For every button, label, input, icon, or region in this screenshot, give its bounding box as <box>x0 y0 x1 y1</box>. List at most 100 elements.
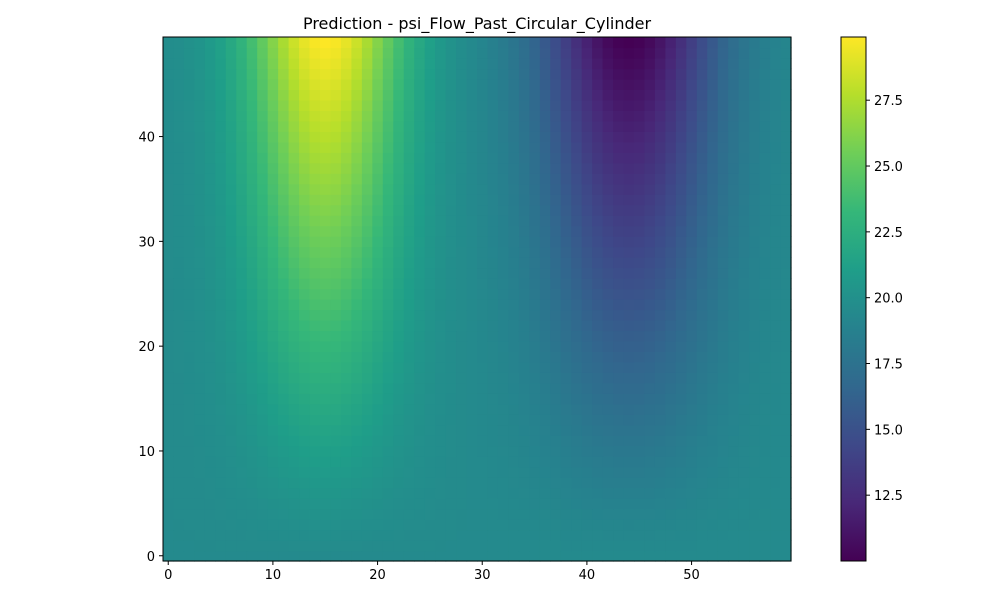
heatmap-cell <box>382 162 394 174</box>
heatmap-cell <box>393 236 405 248</box>
heatmap-cell <box>267 267 279 279</box>
heatmap-cell <box>770 477 782 489</box>
heatmap-cell <box>634 183 646 195</box>
heatmap-cell <box>581 466 593 478</box>
heatmap-cell <box>497 319 509 332</box>
heatmap-cell <box>644 57 656 70</box>
heatmap-cell <box>435 487 447 499</box>
heatmap-cell <box>539 351 551 363</box>
heatmap-cell <box>456 382 468 394</box>
heatmap-cell <box>539 414 551 426</box>
heatmap-cell <box>707 403 719 415</box>
heatmap-cell <box>204 456 216 468</box>
heatmap-cell <box>560 372 572 384</box>
y-tick-label: 30 <box>138 235 155 250</box>
heatmap-cell <box>654 466 666 478</box>
heatmap-cell <box>393 351 405 363</box>
heatmap-cell <box>581 508 593 520</box>
heatmap-cell <box>529 330 541 342</box>
heatmap-cell <box>225 141 237 153</box>
heatmap-cell <box>414 173 426 185</box>
heatmap-cell <box>644 68 656 80</box>
heatmap-cell <box>644 194 656 206</box>
heatmap-cell <box>267 183 279 195</box>
heatmap-cell <box>717 529 729 541</box>
heatmap-cell <box>173 57 185 70</box>
heatmap-cell <box>456 236 468 248</box>
heatmap-cell <box>623 361 635 373</box>
heatmap-cell <box>372 477 384 489</box>
heatmap-cell <box>288 204 300 216</box>
heatmap-cell <box>309 508 321 520</box>
heatmap-cell <box>717 215 729 227</box>
heatmap-cell <box>393 194 405 206</box>
heatmap-cell <box>236 47 248 59</box>
heatmap-cell <box>173 340 185 352</box>
heatmap-cell <box>497 414 509 426</box>
heatmap-cell <box>257 498 269 510</box>
heatmap-cell <box>707 508 719 520</box>
heatmap-cell <box>445 120 457 132</box>
heatmap-cell <box>299 37 311 49</box>
heatmap-cell <box>780 194 792 206</box>
heatmap-cell <box>456 204 468 216</box>
heatmap-cell <box>424 215 436 227</box>
heatmap-cell <box>508 278 520 290</box>
heatmap-cell <box>560 152 572 164</box>
heatmap-cell <box>163 183 175 195</box>
heatmap-cell <box>707 89 719 101</box>
heatmap-cell <box>602 424 614 436</box>
heatmap-cell <box>623 498 635 510</box>
heatmap-cell <box>508 445 520 457</box>
heatmap-cell <box>466 236 478 248</box>
heatmap-cell <box>780 529 792 541</box>
heatmap-cell <box>183 131 195 143</box>
heatmap-cell <box>508 361 520 373</box>
heatmap-cell <box>571 110 583 122</box>
heatmap-cell <box>361 141 373 153</box>
heatmap-cell <box>330 508 342 520</box>
heatmap-cell <box>267 445 279 457</box>
heatmap-cell <box>508 330 520 342</box>
heatmap-cell <box>194 68 206 80</box>
heatmap-cell <box>246 435 258 447</box>
heatmap-cell <box>215 445 227 457</box>
heatmap-cell <box>665 37 677 49</box>
heatmap-cell <box>320 246 332 258</box>
heatmap-cell <box>581 246 593 258</box>
heatmap-cell <box>728 78 740 90</box>
heatmap-cell <box>770 120 782 132</box>
heatmap-cell <box>320 372 332 384</box>
heatmap-cell <box>644 330 656 342</box>
heatmap-cell <box>602 141 614 153</box>
heatmap-cell <box>665 288 677 300</box>
heatmap-cell <box>780 278 792 290</box>
heatmap-cell <box>581 236 593 248</box>
heatmap-cell <box>403 110 415 122</box>
heatmap-cell <box>351 330 363 342</box>
heatmap-cell <box>215 519 227 531</box>
heatmap-cell <box>497 351 509 363</box>
heatmap-cell <box>183 257 195 269</box>
heatmap-cell <box>780 152 792 164</box>
heatmap-cell <box>382 435 394 447</box>
heatmap-cell <box>403 68 415 80</box>
heatmap-cell <box>696 477 708 489</box>
heatmap-cell <box>696 466 708 478</box>
heatmap-cell <box>634 330 646 342</box>
heatmap-cell <box>623 99 635 111</box>
heatmap-cell <box>602 57 614 70</box>
heatmap-cell <box>529 340 541 352</box>
heatmap-cell <box>330 529 342 541</box>
heatmap-cell <box>414 57 426 70</box>
heatmap-cell <box>299 110 311 122</box>
heatmap-cell <box>602 382 614 394</box>
heatmap-cell <box>759 37 771 49</box>
heatmap-cell <box>529 99 541 111</box>
heatmap-cell <box>560 278 572 290</box>
heatmap-cell <box>487 120 499 132</box>
heatmap-cell <box>707 131 719 143</box>
heatmap-cell <box>456 78 468 90</box>
heatmap-cell <box>309 319 321 332</box>
heatmap-cell <box>340 540 352 552</box>
